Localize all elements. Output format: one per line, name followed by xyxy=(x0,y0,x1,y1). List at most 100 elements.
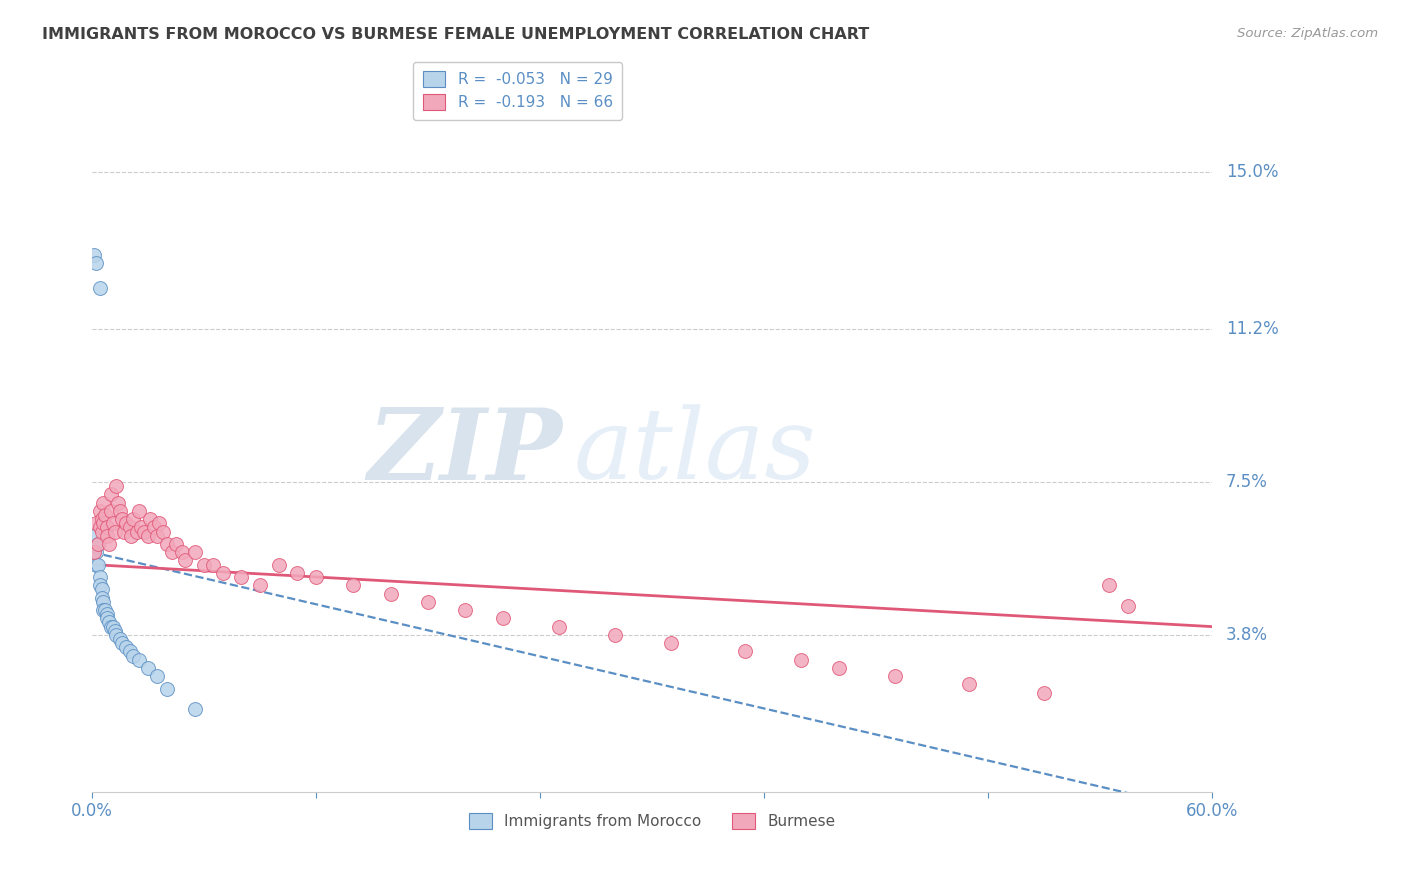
Point xyxy=(93,595,115,609)
Point xyxy=(94,508,117,522)
Point xyxy=(148,516,170,531)
Point xyxy=(142,520,165,534)
Point xyxy=(249,578,271,592)
Point xyxy=(790,653,813,667)
Point xyxy=(105,628,128,642)
Point xyxy=(90,524,112,539)
Point xyxy=(89,504,111,518)
Point xyxy=(100,619,122,633)
Point xyxy=(287,566,309,580)
Point xyxy=(136,529,159,543)
Point xyxy=(87,558,110,572)
Point xyxy=(83,247,105,261)
Point xyxy=(101,619,124,633)
Text: IMMIGRANTS FROM MOROCCO VS BURMESE FEMALE UNEMPLOYMENT CORRELATION CHART: IMMIGRANTS FROM MOROCCO VS BURMESE FEMAL… xyxy=(42,27,869,42)
Point xyxy=(211,566,233,580)
Point xyxy=(93,603,115,617)
Point xyxy=(96,611,118,625)
Point xyxy=(96,529,118,543)
Point xyxy=(98,615,121,630)
Point xyxy=(146,529,169,543)
Point xyxy=(170,545,193,559)
Point xyxy=(84,545,107,559)
Point xyxy=(89,280,111,294)
Point xyxy=(129,520,152,534)
Point xyxy=(492,611,515,625)
Point xyxy=(305,570,328,584)
Point xyxy=(827,661,849,675)
Point xyxy=(100,487,122,501)
Point xyxy=(108,632,131,646)
Point xyxy=(89,570,111,584)
Point xyxy=(90,591,112,605)
Point xyxy=(114,516,136,531)
Point xyxy=(89,520,111,534)
Point xyxy=(94,603,117,617)
Point xyxy=(128,504,150,518)
Point xyxy=(342,578,364,592)
Point xyxy=(87,537,110,551)
Text: 7.5%: 7.5% xyxy=(1226,473,1268,491)
Point xyxy=(156,681,179,696)
Point xyxy=(111,636,134,650)
Point xyxy=(231,570,253,584)
Text: 15.0%: 15.0% xyxy=(1226,163,1278,181)
Point xyxy=(107,495,129,509)
Point xyxy=(380,586,402,600)
Point xyxy=(90,512,112,526)
Point xyxy=(416,595,439,609)
Legend: Immigrants from Morocco, Burmese: Immigrants from Morocco, Burmese xyxy=(463,806,841,835)
Point xyxy=(84,558,107,572)
Point xyxy=(184,545,207,559)
Point xyxy=(83,545,105,559)
Point xyxy=(1098,578,1121,592)
Point xyxy=(603,628,626,642)
Point xyxy=(162,545,184,559)
Point xyxy=(184,702,207,716)
Point xyxy=(111,512,134,526)
Point xyxy=(165,537,187,551)
Point xyxy=(267,558,290,572)
Point xyxy=(112,524,135,539)
Point xyxy=(105,479,128,493)
Point xyxy=(100,504,122,518)
Point xyxy=(98,537,121,551)
Point xyxy=(139,512,162,526)
Point xyxy=(122,512,145,526)
Point xyxy=(125,524,148,539)
Point xyxy=(103,524,125,539)
Point xyxy=(120,529,142,543)
Point xyxy=(90,582,112,597)
Point xyxy=(101,516,124,531)
Point xyxy=(454,603,477,617)
Point xyxy=(202,558,225,572)
Point xyxy=(89,578,111,592)
Point xyxy=(883,669,905,683)
Point xyxy=(118,520,141,534)
Point xyxy=(156,537,179,551)
Point xyxy=(152,524,174,539)
Text: 3.8%: 3.8% xyxy=(1226,626,1268,644)
Point xyxy=(957,677,980,691)
Point xyxy=(103,624,125,638)
Point xyxy=(114,640,136,655)
Point xyxy=(136,661,159,675)
Point xyxy=(193,558,215,572)
Point xyxy=(1116,599,1139,613)
Point xyxy=(1032,686,1054,700)
Point xyxy=(734,644,756,658)
Point xyxy=(96,607,118,622)
Text: ZIP: ZIP xyxy=(367,404,562,500)
Point xyxy=(83,529,105,543)
Point xyxy=(93,495,115,509)
Point xyxy=(146,669,169,683)
Point xyxy=(134,524,156,539)
Text: Source: ZipAtlas.com: Source: ZipAtlas.com xyxy=(1237,27,1378,40)
Point xyxy=(174,553,197,567)
Point xyxy=(108,504,131,518)
Point xyxy=(84,256,107,270)
Text: 11.2%: 11.2% xyxy=(1226,320,1278,338)
Point xyxy=(659,636,682,650)
Point xyxy=(93,516,115,531)
Point xyxy=(118,644,141,658)
